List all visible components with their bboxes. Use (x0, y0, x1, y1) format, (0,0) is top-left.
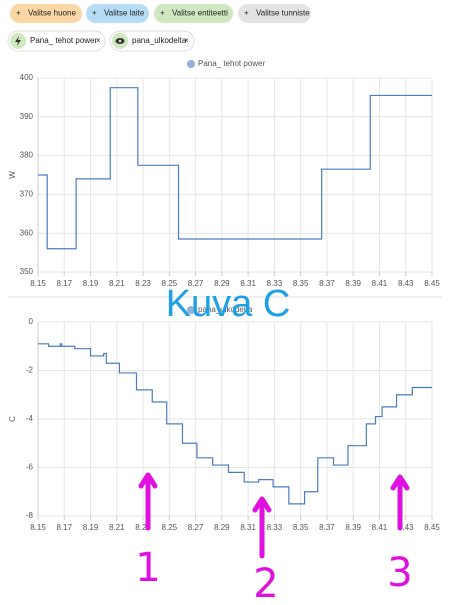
icon: + (160, 9, 165, 18)
charts: 350 360 370 380 390 400 8.15 8.17 8.19 8.21 8.23 8.… (8, 59, 440, 532)
annotation-title: Kuva C (166, 283, 291, 325)
y-tick-label: 350 (20, 267, 34, 276)
x-tick-label: 8.37 (319, 523, 335, 532)
x-tick-label: 8.27 (188, 523, 204, 532)
x-tick-label: 8.31 (240, 279, 256, 288)
legend-label: pana_ulkodelta (198, 305, 253, 314)
icon (118, 39, 122, 43)
close-icon[interactable]: × (184, 36, 189, 45)
x-tick-label: 8.39 (345, 523, 361, 532)
y-axis-label: C (8, 416, 17, 422)
icon: + (92, 9, 97, 18)
y-tick-label: 390 (20, 112, 34, 121)
close-icon[interactable]: × (96, 36, 101, 45)
chip-label[interactable]: Valitse laite (104, 9, 145, 18)
y-axis-label: W (8, 171, 17, 179)
y-tick-label: -6 (26, 463, 34, 472)
arrow (390, 474, 410, 531)
x-tick-label: 8.23 (135, 523, 151, 532)
y-tick-label: -2 (26, 366, 34, 375)
legend-swatch (187, 306, 195, 314)
x-tick-label: 8.19 (83, 279, 99, 288)
series-line (38, 87, 432, 250)
x-tick-label: 8.35 (293, 279, 309, 288)
chip[interactable] (238, 4, 311, 23)
arrow (138, 472, 158, 531)
chip[interactable] (86, 4, 149, 23)
y-tick-label: 380 (20, 151, 34, 160)
chip[interactable] (109, 30, 195, 52)
icon (15, 36, 21, 46)
x-tick-label: 8.33 (267, 523, 283, 532)
x-tick-label: 8.39 (345, 279, 361, 288)
chip-label[interactable]: Valitse entiteetti (172, 9, 228, 18)
x-tick-label: 8.21 (109, 279, 125, 288)
chip-label[interactable]: Pana_ tehot power (30, 36, 97, 45)
x-tick-label: 8.25 (162, 279, 178, 288)
x-tick-label: 8.43 (398, 523, 414, 532)
x-tick-label: 8.33 (267, 279, 283, 288)
x-tick-label: 8.17 (56, 279, 72, 288)
y-tick-label: 0 (29, 317, 34, 326)
chip[interactable] (7, 30, 106, 52)
icon: + (16, 9, 21, 18)
marker: 3 (387, 550, 412, 596)
x-tick-label: 8.21 (109, 523, 125, 532)
legend-label: Pana_ tehot power (198, 59, 265, 68)
x-tick-label: 8.31 (240, 523, 256, 532)
y-tick-label: 370 (20, 190, 34, 199)
series-line (38, 343, 432, 505)
chip-label[interactable]: pana_ulkodelta (132, 36, 187, 45)
chip[interactable] (10, 4, 82, 23)
x-tick-label: 8.19 (83, 523, 99, 532)
x-tick-label: 8.29 (214, 523, 230, 532)
chip[interactable] (154, 4, 233, 23)
x-tick-label: 8.17 (56, 523, 72, 532)
x-tick-label: 8.45 (424, 279, 440, 288)
y-tick-label: 360 (20, 228, 34, 237)
x-tick-label: 8.15 (30, 279, 46, 288)
x-tick-label: 8.27 (188, 279, 204, 288)
chip-label[interactable]: Valitse huone (28, 9, 76, 18)
x-tick-label: 8.35 (293, 523, 309, 532)
y-tick-label: 400 (20, 73, 34, 82)
y-tick-label: -8 (26, 511, 34, 520)
x-tick-label: 8.29 (214, 279, 230, 288)
x-tick-label: 8.41 (372, 523, 388, 532)
x-tick-label: 8.45 (424, 523, 440, 532)
x-tick-label: 8.41 (372, 279, 388, 288)
arrow (252, 496, 272, 559)
x-tick-label: 8.43 (398, 279, 414, 288)
x-tick-label: 8.23 (135, 279, 151, 288)
y-tick-label: -4 (26, 414, 34, 423)
chip-label[interactable]: Valitse tunniste (256, 9, 310, 18)
icon: + (244, 9, 249, 18)
x-tick-label: 8.37 (319, 279, 335, 288)
x-tick-label: 8.25 (162, 523, 178, 532)
marker: 1 (135, 545, 160, 591)
x-tick-label: 8.15 (30, 523, 46, 532)
marker: 2 (253, 561, 278, 605)
legend-swatch (187, 60, 195, 68)
